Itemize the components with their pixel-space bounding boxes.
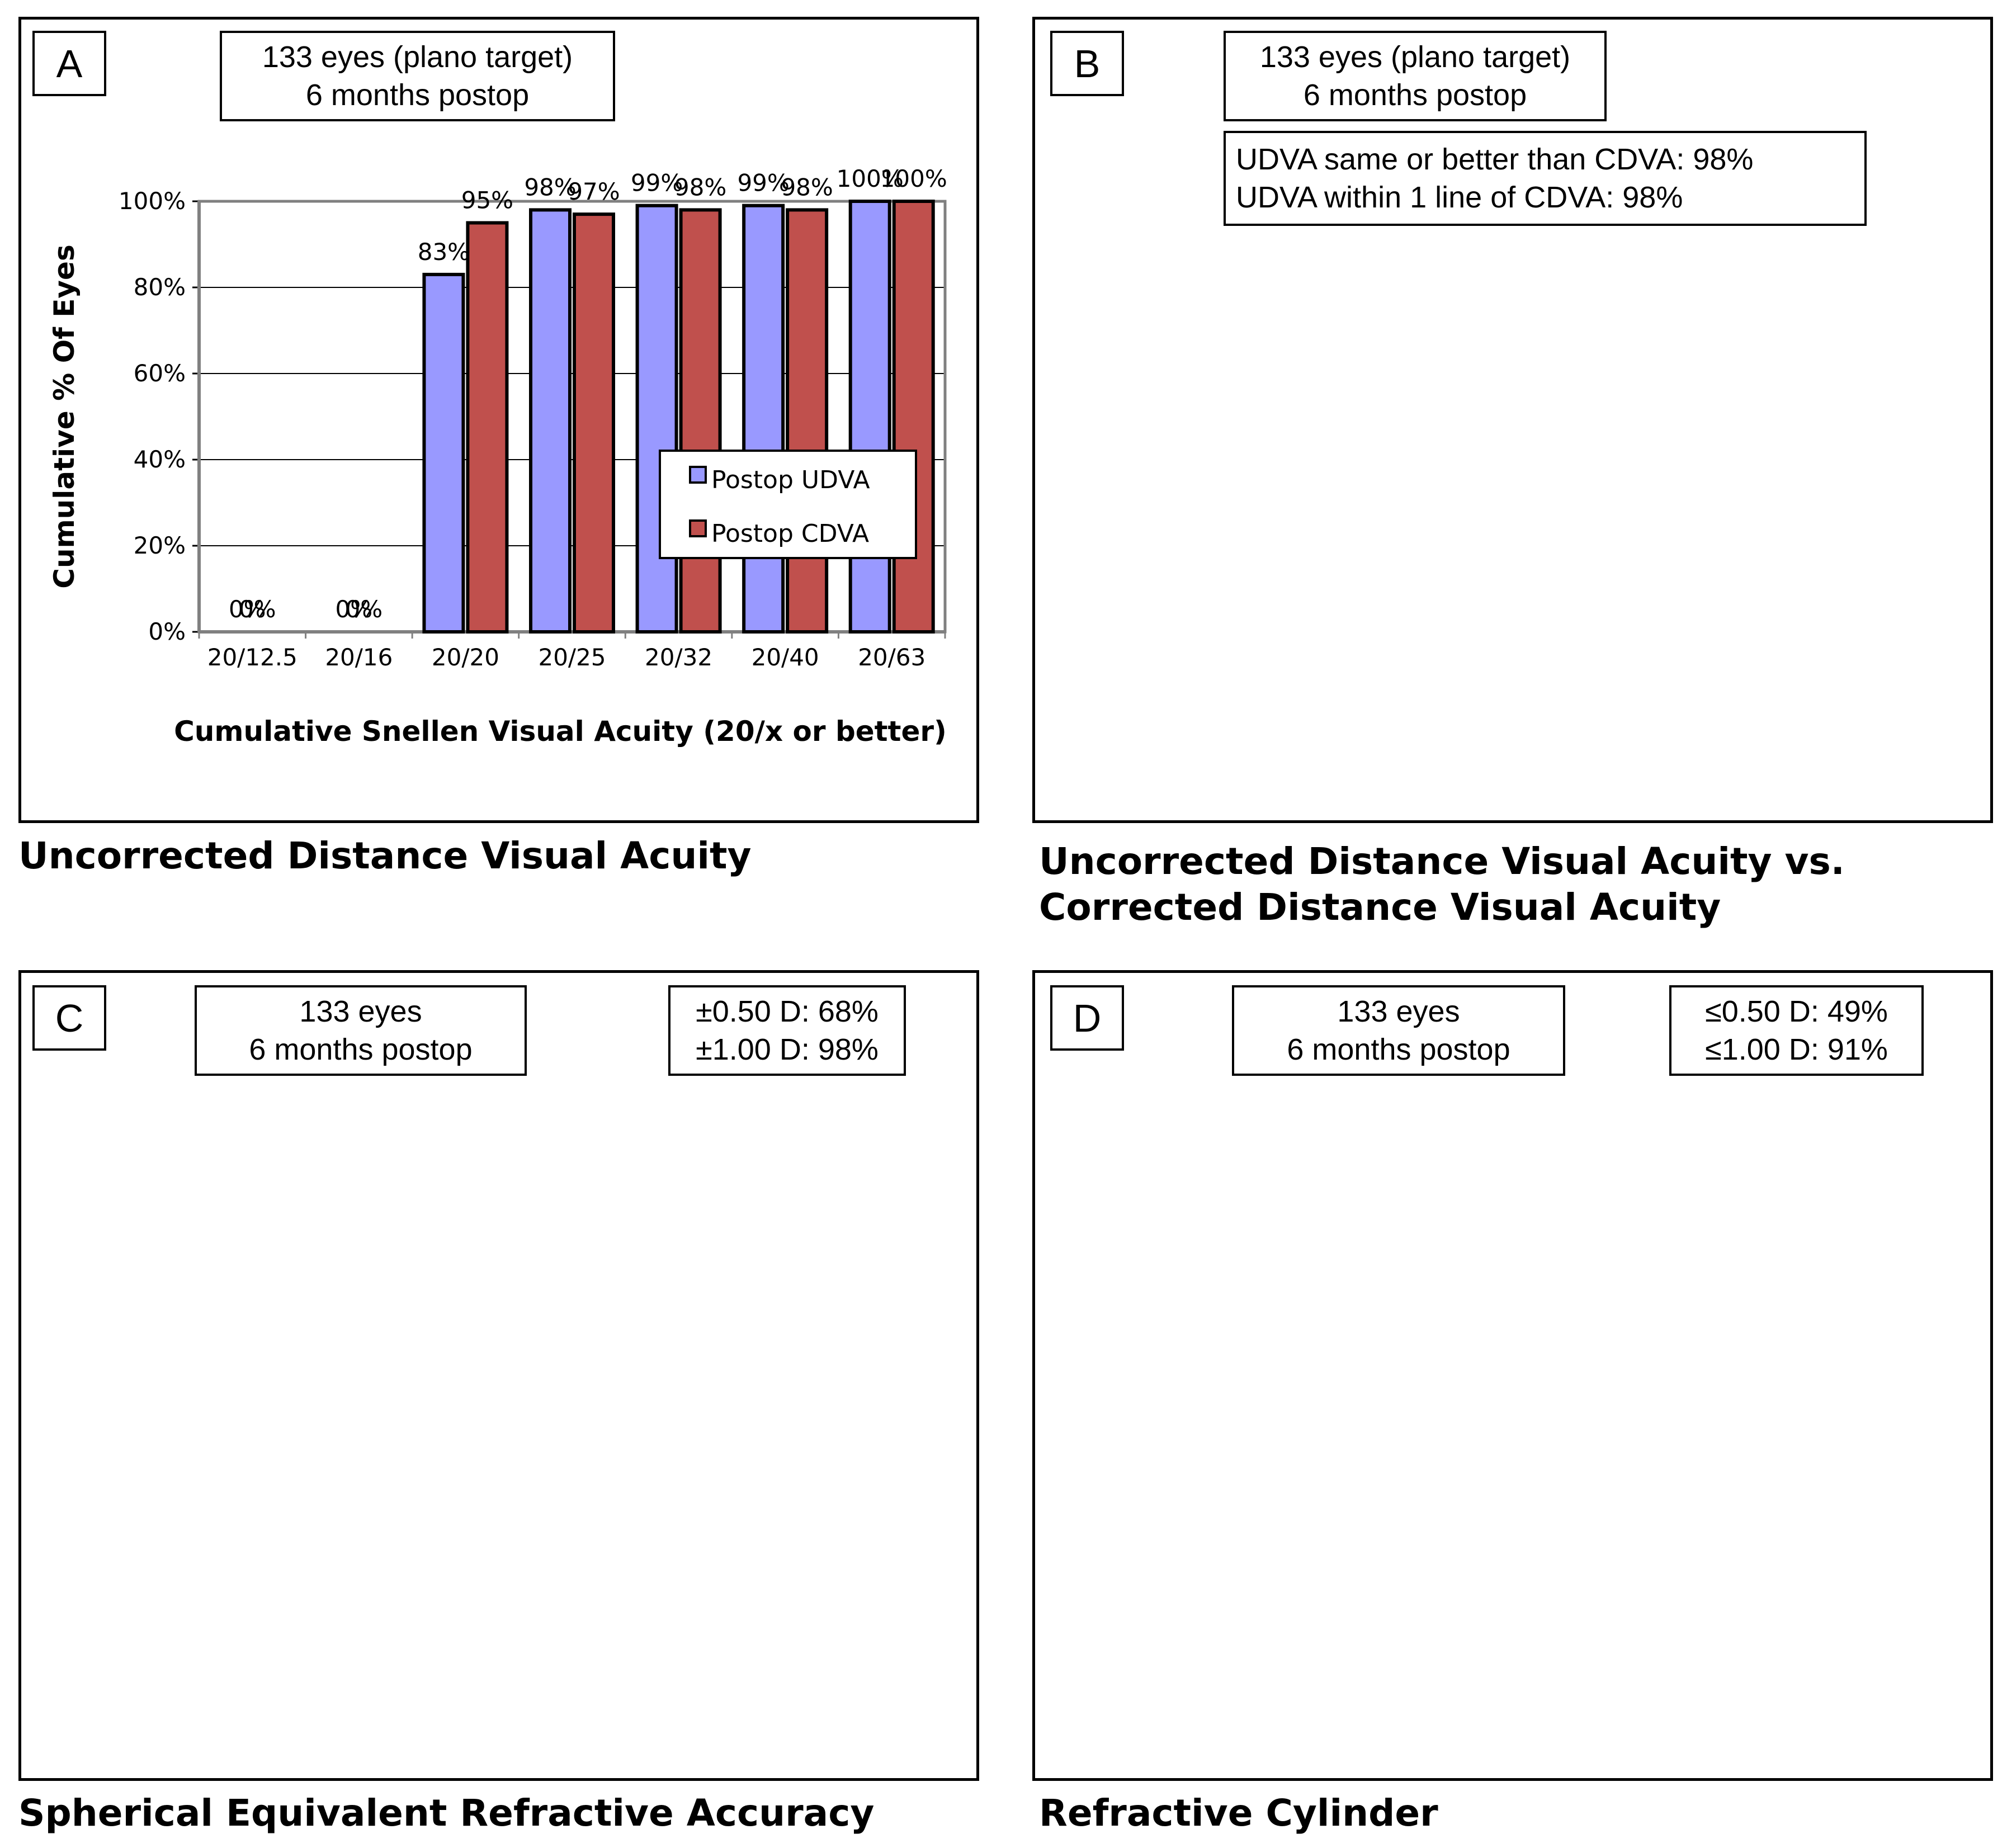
panel-c [18, 970, 979, 1781]
chart-a-data-label: 97% [568, 178, 620, 205]
chart-a-bar [635, 204, 678, 634]
panel-c-letter: C [32, 985, 106, 1051]
panel-a-caption: Uncorrected Distance Visual Acuity [18, 834, 752, 877]
chart-a-data-label: 0% [229, 595, 266, 623]
chart-a-bar [422, 272, 465, 634]
chart-a-x-axis-title: Cumulative Snellen Visual Acuity (20/x o… [174, 715, 947, 748]
chart-a-bar [786, 208, 829, 634]
panel-b-info: 133 eyes (plano target) 6 months postop [1224, 31, 1607, 121]
panel-c-stats-line-2: ±1.00 D: 98% [696, 1033, 879, 1066]
chart-a-legend-label: Postop UDVA [711, 466, 870, 494]
chart-a-y-tick-label: 80% [134, 273, 186, 301]
chart-a-y-tick-label: 100% [119, 187, 186, 215]
chart-a-legend-label: Postop CDVA [711, 519, 869, 548]
chart-a-category-label: 20/40 [752, 644, 819, 671]
chart-a-category-label: 20/20 [432, 644, 499, 671]
chart-a-bar [679, 208, 722, 634]
panel-d-caption: Refractive Cylinder [1039, 1792, 1438, 1835]
chart-a-bar [892, 200, 935, 634]
panel-c-info-line-2: 6 months postop [249, 1033, 473, 1066]
chart-a-data-label: 99% [631, 169, 683, 197]
panel-d-info: 133 eyes 6 months postop [1232, 985, 1565, 1076]
panel-b-letter: B [1050, 31, 1124, 96]
panel-b-stats-line-2: UDVA within 1 line of CDVA: 98% [1236, 181, 1683, 214]
chart-a-data-label: 95% [461, 187, 513, 214]
chart-a-y-tick-label: 60% [134, 360, 186, 387]
chart-a-y-tick-label: 40% [134, 446, 186, 473]
panel-b-stats-line-1: UDVA same or better than CDVA: 98% [1236, 143, 1754, 176]
chart-a-legend-swatch [689, 519, 707, 537]
chart-a-bar [529, 208, 572, 634]
chart-a-y-tick-label: 20% [134, 532, 186, 559]
panel-c-caption: Spherical Equivalent Refractive Accuracy [18, 1792, 875, 1835]
panel-a-info-line-2: 6 months postop [305, 78, 530, 112]
panel-c-stats: ±0.50 D: 68% ±1.00 D: 98% [668, 985, 906, 1076]
chart-a-data-label: 0% [239, 595, 276, 623]
chart-a-data-label: 83% [418, 238, 470, 266]
chart-a-y-axis-title: Cumulative % Of Eyes [48, 244, 81, 588]
panel-c-info: 133 eyes 6 months postop [195, 985, 527, 1076]
chart-a-legend-swatch [689, 466, 707, 484]
chart-a-category-label: 20/32 [645, 644, 712, 671]
panel-a-info: 133 eyes (plano target) 6 months postop [220, 31, 615, 121]
panel-a-info-line-1: 133 eyes (plano target) [262, 40, 573, 74]
panel-a-letter: A [32, 31, 106, 96]
panel-d-stats: ≤0.50 D: 49% ≤1.00 D: 91% [1669, 985, 1924, 1076]
chart-a-bar [573, 212, 615, 634]
chart-a-data-label: 0% [346, 595, 383, 623]
chart-a-data-label: 0% [336, 595, 373, 623]
chart-a-plot-frame [197, 200, 947, 634]
chart-a-bar [466, 221, 509, 634]
panel-d [1032, 970, 1993, 1781]
panel-d-stats-line-2: ≤1.00 D: 91% [1705, 1033, 1888, 1066]
panel-b-info-line-2: 6 months postop [1303, 78, 1527, 112]
chart-a-category-label: 20/12.5 [207, 644, 297, 671]
chart-a-data-label: 98% [781, 173, 833, 201]
panel-b-stats: UDVA same or better than CDVA: 98% UDVA … [1224, 131, 1867, 226]
panel-b-caption: Uncorrected Distance Visual Acuity vs. C… [1039, 839, 1845, 930]
chart-a-category-label: 20/16 [325, 644, 393, 671]
panel-c-info-line-1: 133 eyes [299, 995, 422, 1028]
chart-a-bar [742, 204, 785, 634]
panel-d-letter: D [1050, 985, 1124, 1051]
panel-b-info-line-1: 133 eyes (plano target) [1259, 40, 1571, 74]
chart-a-data-label: 100% [880, 165, 947, 192]
chart-a-data-label: 98% [674, 173, 726, 201]
chart-a-data-label: 98% [524, 173, 576, 201]
panel-d-info-line-2: 6 months postop [1287, 1033, 1510, 1066]
chart-a-data-label: 99% [737, 169, 789, 197]
panel-b-caption-line-1: Uncorrected Distance Visual Acuity vs. [1039, 840, 1845, 883]
chart-a-category-label: 20/25 [538, 644, 606, 671]
panel-c-stats-line-1: ±0.50 D: 68% [696, 995, 879, 1028]
chart-a-bar [848, 200, 891, 634]
chart-a-category-label: 20/63 [858, 644, 925, 671]
chart-a-data-label: 100% [837, 165, 904, 192]
panel-d-info-line-1: 133 eyes [1337, 995, 1460, 1028]
panel-d-stats-line-1: ≤0.50 D: 49% [1705, 995, 1888, 1028]
panel-b-caption-line-2: Corrected Distance Visual Acuity [1039, 886, 1721, 929]
chart-a-y-tick-label: 0% [148, 618, 186, 645]
